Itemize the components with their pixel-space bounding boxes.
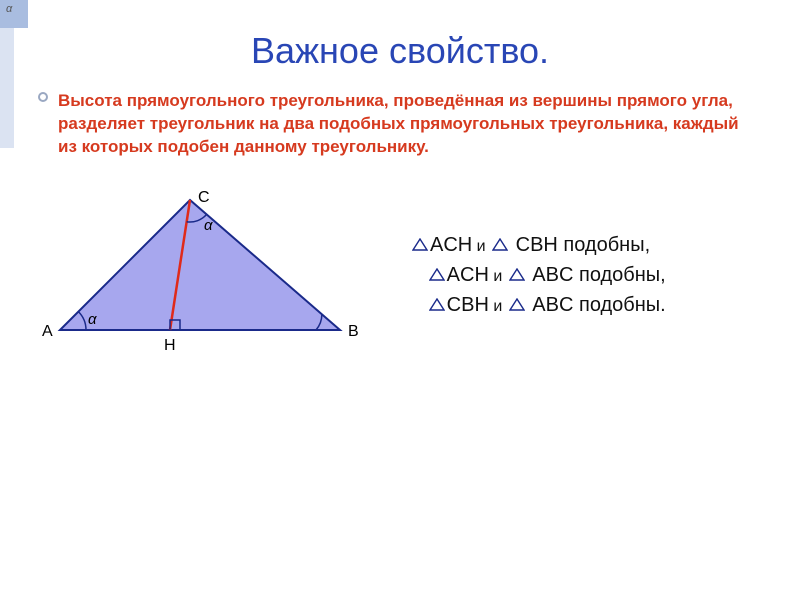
slide-title: Важное свойство.: [0, 30, 800, 72]
triangle-diagram: α α A B C H: [40, 190, 360, 360]
and-text: и: [489, 298, 507, 315]
triangle-name: CBH: [447, 294, 489, 316]
svg-text:B: B: [348, 323, 359, 340]
similar-text: подобны,: [579, 264, 666, 286]
and-text: и: [472, 238, 490, 255]
triangle-name: ABC: [527, 294, 579, 316]
svg-text:H: H: [164, 337, 176, 354]
triangle-symbol-icon: [509, 270, 525, 282]
similar-text: подобны.: [579, 294, 666, 316]
triangle-name: ACH: [430, 234, 472, 256]
theorem-text: Высота прямоугольного треугольника, пров…: [58, 90, 760, 159]
list-bullet: [38, 92, 48, 102]
svg-text:α: α: [204, 217, 213, 234]
svg-text:C: C: [198, 190, 210, 206]
corner-accent: [0, 0, 28, 28]
similar-text: подобны,: [563, 234, 650, 256]
svg-text:α: α: [88, 311, 97, 328]
triangle-symbol-icon: [429, 270, 445, 282]
similarity-row: ACH и CBH подобны,: [410, 230, 666, 260]
triangle-symbol-icon: [509, 300, 525, 312]
triangle-name: ABC: [527, 264, 579, 286]
similarity-statements: ACH и CBH подобны, ACH и ABC подобны, CB…: [410, 230, 666, 320]
triangle-name: ACH: [447, 264, 489, 286]
and-text: и: [489, 268, 507, 285]
triangle-symbol-icon: [492, 240, 508, 252]
svg-text:A: A: [42, 323, 53, 340]
alpha-corner-label: α: [6, 3, 12, 15]
triangle-name: CBH: [510, 234, 563, 256]
similarity-row: ACH и ABC подобны,: [410, 260, 666, 290]
similarity-row: CBH и ABC подобны.: [410, 290, 666, 320]
triangle-symbol-icon: [429, 300, 445, 312]
triangle-symbol-icon: [412, 240, 428, 252]
